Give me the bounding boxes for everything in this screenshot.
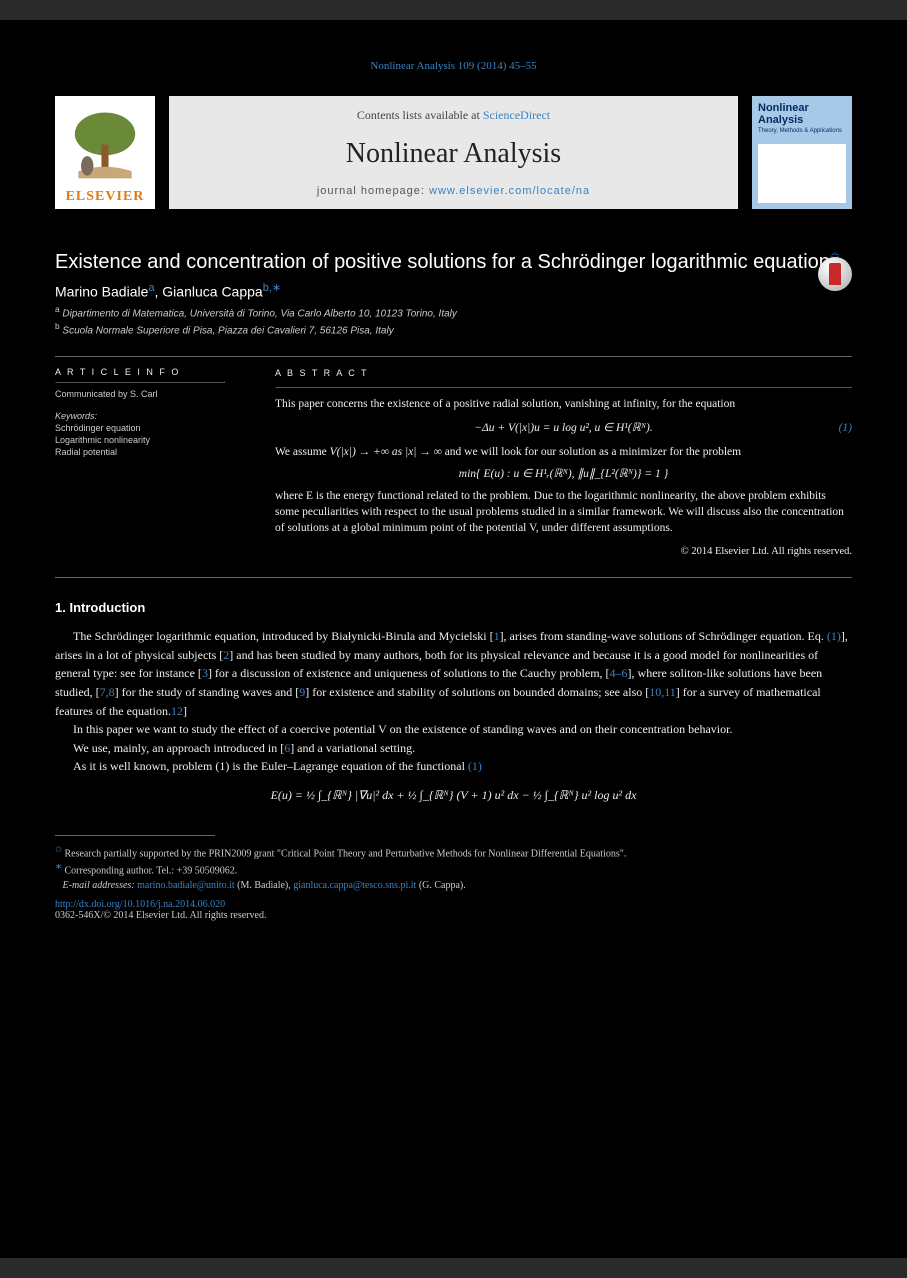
page: Nonlinear Analysis 109 (2014) 45–55 ELSE… — [0, 20, 907, 1258]
affiliation-b-text: Scuola Normale Superiore di Pisa, Piazza… — [62, 325, 393, 336]
article-info-rule — [55, 381, 225, 383]
abstract-p3: where E is the energy functional related… — [275, 488, 852, 536]
article-title: Existence and concentration of positive … — [55, 249, 852, 275]
keyword-1: Schrödinger equation — [55, 423, 225, 433]
abstract-equation-1: −Δu + V(|x|)u = u log u², u ∈ H¹(ℝᴺ). (1… — [275, 420, 852, 436]
email-1-link[interactable]: marino.badiale@unito.it — [137, 880, 235, 891]
abstract: A B S T R A C T This paper concerns the … — [275, 367, 852, 559]
authors-line: Marino Badialea, Gianluca Cappab,∗ — [55, 281, 852, 300]
footnote-corresponding: ∗ Corresponding author. Tel.: +39 505090… — [55, 861, 852, 878]
divider-top — [55, 356, 852, 357]
ref-12[interactable]: 12 — [171, 704, 183, 718]
abstract-copyright: © 2014 Elsevier Ltd. All rights reserved… — [275, 545, 852, 560]
ref-10-11[interactable]: 10,11 — [649, 685, 676, 699]
section-1-heading: 1. Introduction — [55, 600, 852, 615]
corr-marker: ∗ — [55, 862, 62, 871]
affiliation-a-text: Dipartimento di Matematica, Università d… — [62, 308, 456, 319]
ref-eq1[interactable]: (1) — [827, 629, 841, 643]
author-1: Marino Badiale — [55, 284, 148, 300]
footnote-separator — [55, 835, 215, 836]
abstract-heading: A B S T R A C T — [275, 367, 852, 380]
elsevier-logo[interactable]: ELSEVIER — [55, 96, 155, 209]
abstract-p1: This paper concerns the existence of a p… — [275, 396, 852, 412]
journal-name: Nonlinear Analysis — [346, 138, 561, 170]
ref-eq1b[interactable]: (1) — [468, 759, 482, 773]
email-2-link[interactable]: gianluca.cappa@tesco.sns.pi.it — [293, 880, 416, 891]
divider-bottom — [55, 577, 852, 578]
intro-p2: In this paper we want to study the effec… — [55, 720, 852, 739]
author-2-affil-link[interactable]: b,∗ — [263, 282, 281, 294]
running-head: Nonlinear Analysis 109 (2014) 45–55 — [55, 60, 852, 72]
journal-banner: Contents lists available at ScienceDirec… — [169, 96, 738, 209]
eq-text: −Δu + V(|x|)u = u log u², u ∈ H¹(ℝᴺ). — [474, 422, 652, 434]
affiliation-b: b Scuola Normale Superiore di Pisa, Piaz… — [55, 321, 852, 338]
funding-marker: ✩ — [55, 845, 62, 854]
keywords-block: Keywords: Schrödinger equation Logarithm… — [55, 411, 225, 457]
footnote-emails: E-mail addresses: marino.badiale@unito.i… — [55, 878, 852, 893]
issn-copyright: 0362-546X/© 2014 Elsevier Ltd. All right… — [55, 910, 266, 921]
sciencedirect-link[interactable]: ScienceDirect — [483, 108, 550, 122]
title-block: Existence and concentration of positive … — [55, 249, 852, 275]
bookmark-icon — [829, 263, 841, 285]
crossmark-badge[interactable] — [818, 257, 852, 291]
abstract-min-problem: min{ E(u) : u ∈ H¹ᵣ(ℝᴺ), ∥u∥_{L²(ℝᴺ)} = … — [275, 466, 852, 482]
running-head-citation: 109 (2014) 45–55 — [458, 60, 537, 72]
elsevier-wordmark: ELSEVIER — [66, 189, 145, 205]
section-1-body: The Schrödinger logarithmic equation, in… — [55, 627, 852, 804]
contents-available-line: Contents lists available at ScienceDirec… — [357, 108, 550, 123]
cover-subtitle: Theory, Methods & Applications — [758, 128, 846, 134]
eq-num-link[interactable]: (1) — [839, 422, 852, 434]
ref-1[interactable]: 1 — [494, 629, 500, 643]
abstract-rule — [275, 386, 852, 388]
elsevier-tree-icon — [60, 109, 150, 189]
author-2: Gianluca Cappa — [162, 284, 262, 300]
journal-cover-thumb[interactable]: Nonlinear Analysis Theory, Methods & App… — [752, 96, 852, 209]
homepage-prefix: journal homepage: — [317, 185, 429, 197]
cover-title: Nonlinear Analysis — [758, 102, 846, 126]
author-1-affil-link[interactable]: a — [148, 282, 154, 294]
article-info: A R T I C L E I N F O Communicated by S.… — [55, 367, 225, 559]
doi-line: http://dx.doi.org/10.1016/j.na.2014.06.0… — [55, 899, 852, 921]
running-head-journal: Nonlinear Analysis — [370, 60, 455, 72]
intro-p1: The Schrödinger logarithmic equation, in… — [55, 627, 852, 720]
journal-homepage-line: journal homepage: www.elsevier.com/locat… — [317, 185, 590, 197]
journal-homepage-link[interactable]: www.elsevier.com/locate/na — [429, 185, 590, 197]
intro-p3: We use, mainly, an approach introduced i… — [55, 739, 852, 758]
ref-4-6[interactable]: 4–6 — [610, 666, 628, 680]
keywords-heading: Keywords: — [55, 411, 225, 421]
ref-7-8[interactable]: 7,8 — [100, 685, 115, 699]
meta-row: A R T I C L E I N F O Communicated by S.… — [55, 367, 852, 559]
energy-functional-eq: E(u) = ½ ∫_{ℝᴺ} |∇u|² dx + ½ ∫_{ℝᴺ} (V +… — [55, 786, 852, 805]
footnotes: ✩ Research partially supported by the PR… — [55, 844, 852, 894]
doi-link[interactable]: http://dx.doi.org/10.1016/j.na.2014.06.0… — [55, 899, 225, 910]
contents-prefix: Contents lists available at — [357, 108, 483, 122]
article-title-text: Existence and concentration of positive … — [55, 251, 830, 273]
footnote-funding: ✩ Research partially supported by the PR… — [55, 844, 852, 861]
intro-p4: As it is well known, problem (1) is the … — [55, 757, 852, 776]
keyword-2: Logarithmic nonlinearity — [55, 435, 225, 445]
article-info-heading: A R T I C L E I N F O — [55, 367, 225, 377]
communicated-by: Communicated by S. Carl — [55, 389, 225, 399]
keyword-3: Radial potential — [55, 447, 225, 457]
affiliation-a: a Dipartimento di Matematica, Università… — [55, 304, 852, 321]
abstract-p2: We assume V(|x|) → +∞ as |x| → ∞ and we … — [275, 444, 852, 460]
running-head-link[interactable]: Nonlinear Analysis 109 (2014) 45–55 — [370, 60, 536, 72]
header-row: ELSEVIER Contents lists available at Sci… — [55, 96, 852, 209]
cover-body — [758, 144, 846, 203]
